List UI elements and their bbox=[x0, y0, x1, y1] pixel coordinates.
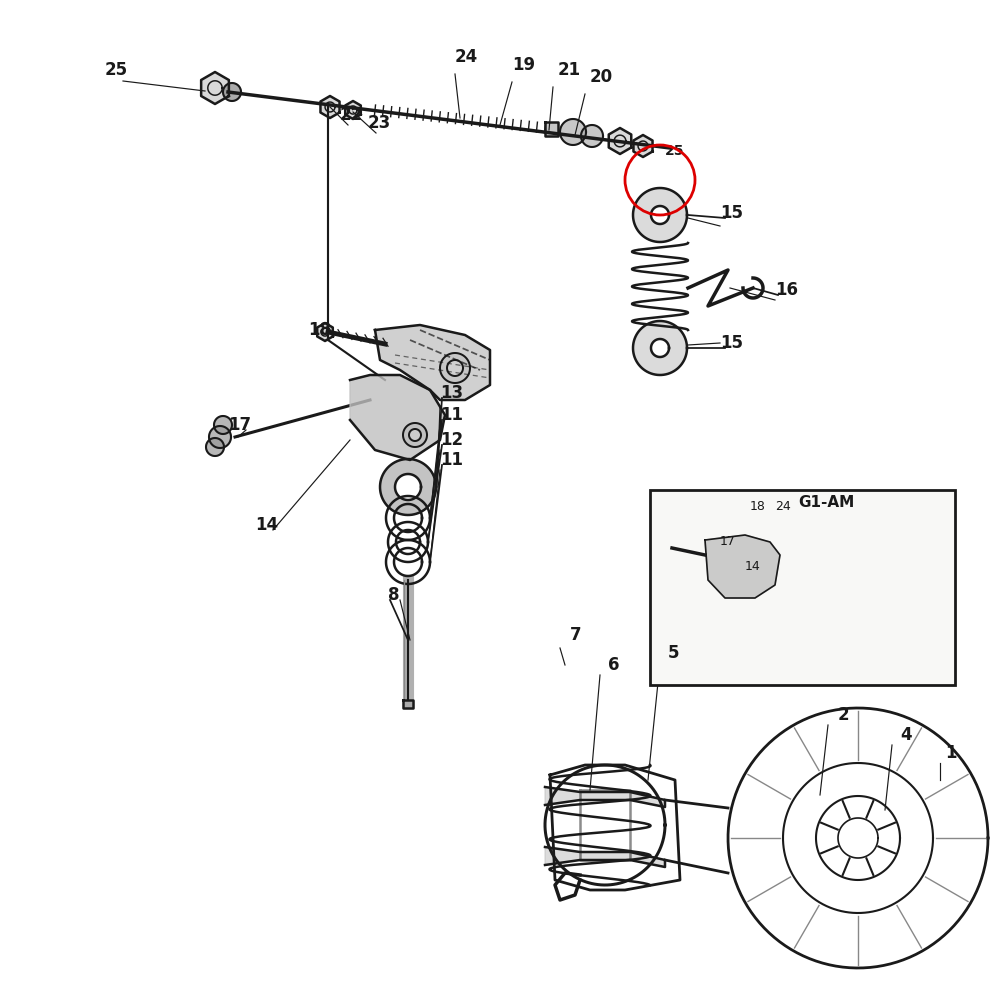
Text: 8: 8 bbox=[388, 586, 400, 604]
Polygon shape bbox=[633, 321, 687, 375]
Polygon shape bbox=[206, 438, 224, 456]
Polygon shape bbox=[745, 560, 765, 580]
Polygon shape bbox=[667, 588, 681, 602]
Polygon shape bbox=[651, 206, 669, 224]
Polygon shape bbox=[320, 96, 340, 118]
Polygon shape bbox=[651, 339, 669, 357]
Text: 13: 13 bbox=[440, 384, 463, 402]
Polygon shape bbox=[403, 700, 413, 708]
Text: 19: 19 bbox=[512, 56, 535, 74]
Text: 2: 2 bbox=[838, 706, 850, 724]
Text: 15: 15 bbox=[720, 334, 743, 352]
Polygon shape bbox=[609, 128, 631, 154]
Text: 15: 15 bbox=[720, 204, 743, 222]
Polygon shape bbox=[545, 787, 665, 807]
Text: 24: 24 bbox=[455, 48, 478, 66]
Polygon shape bbox=[633, 135, 653, 157]
Polygon shape bbox=[395, 474, 421, 500]
Polygon shape bbox=[409, 429, 421, 441]
FancyBboxPatch shape bbox=[650, 490, 955, 685]
Text: 12: 12 bbox=[440, 431, 463, 449]
Polygon shape bbox=[209, 426, 231, 448]
Text: 18: 18 bbox=[308, 321, 331, 339]
Polygon shape bbox=[403, 423, 427, 447]
Polygon shape bbox=[560, 119, 586, 145]
Polygon shape bbox=[705, 535, 780, 598]
Text: 5: 5 bbox=[668, 644, 680, 662]
Text: 6: 6 bbox=[608, 656, 620, 674]
Text: 22: 22 bbox=[340, 106, 363, 124]
Polygon shape bbox=[447, 360, 463, 376]
Polygon shape bbox=[674, 577, 690, 593]
Polygon shape bbox=[380, 459, 436, 515]
Polygon shape bbox=[681, 588, 695, 602]
Text: 7: 7 bbox=[570, 626, 582, 644]
Polygon shape bbox=[581, 125, 603, 147]
Text: 17: 17 bbox=[228, 416, 251, 434]
Polygon shape bbox=[664, 541, 676, 555]
Text: 18: 18 bbox=[750, 500, 766, 513]
Polygon shape bbox=[317, 323, 333, 341]
Polygon shape bbox=[545, 847, 665, 867]
Polygon shape bbox=[545, 122, 558, 136]
Text: 11: 11 bbox=[440, 406, 463, 424]
Text: 20: 20 bbox=[590, 68, 613, 86]
Text: 4: 4 bbox=[900, 726, 912, 744]
Polygon shape bbox=[345, 101, 361, 119]
Polygon shape bbox=[633, 188, 687, 242]
Text: 25: 25 bbox=[665, 144, 684, 158]
Text: 24: 24 bbox=[775, 500, 791, 513]
Text: 16: 16 bbox=[775, 281, 798, 299]
Text: 17: 17 bbox=[720, 535, 736, 548]
Text: 1: 1 bbox=[945, 744, 956, 762]
Polygon shape bbox=[214, 416, 232, 434]
Text: 23: 23 bbox=[368, 114, 391, 132]
Polygon shape bbox=[223, 83, 241, 101]
Text: G1-AM: G1-AM bbox=[798, 495, 854, 510]
Polygon shape bbox=[375, 325, 490, 400]
Text: 14: 14 bbox=[745, 560, 761, 573]
Polygon shape bbox=[750, 565, 760, 575]
Text: 11: 11 bbox=[440, 451, 463, 469]
Polygon shape bbox=[350, 375, 445, 460]
Polygon shape bbox=[440, 353, 470, 383]
Polygon shape bbox=[201, 72, 229, 104]
Text: 14: 14 bbox=[255, 516, 278, 534]
Text: 21: 21 bbox=[558, 61, 581, 79]
Text: 25: 25 bbox=[105, 61, 128, 79]
